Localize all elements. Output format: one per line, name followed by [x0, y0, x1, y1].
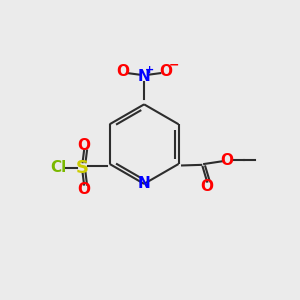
Text: O: O [159, 64, 172, 80]
Text: O: O [201, 179, 214, 194]
Text: N: N [138, 69, 151, 84]
Text: S: S [76, 158, 89, 176]
Text: +: + [145, 65, 154, 75]
Text: −: − [168, 59, 179, 72]
Text: N: N [138, 176, 151, 191]
Text: O: O [78, 138, 91, 153]
Text: O: O [220, 153, 233, 168]
Text: O: O [116, 64, 129, 80]
Text: Cl: Cl [50, 160, 67, 175]
Text: O: O [78, 182, 91, 197]
